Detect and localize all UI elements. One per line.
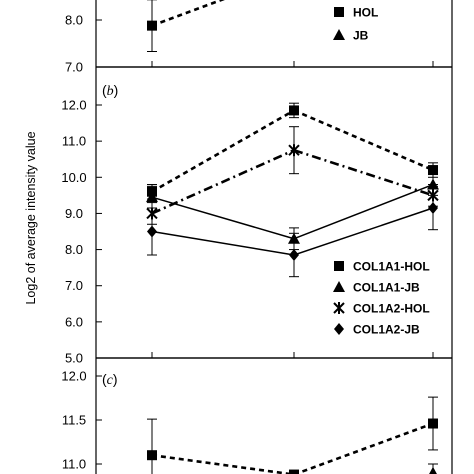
panel-b-series-1-point bbox=[288, 232, 300, 244]
panel-c-series-0-point bbox=[147, 450, 157, 461]
data-markers bbox=[146, 20, 439, 474]
panel-c-series-0-point bbox=[428, 418, 438, 429]
panel-b-label: (b) bbox=[102, 82, 118, 99]
panel-b-y-tick-label: 6.0 bbox=[65, 314, 83, 329]
legend-marker-hol bbox=[334, 7, 344, 17]
legend-marker-col1a2-hol bbox=[333, 302, 345, 314]
legend-marker-jb bbox=[333, 29, 345, 40]
panel-b-series-2-segment bbox=[293, 148, 434, 197]
tick-labels: 7.0 8.0 5.0 6.0 7.0 8.0 9.0 10.0 11.0 12.0 11.0 11.… bbox=[61, 13, 86, 472]
panel-b-y-tick-label: 12.0 bbox=[61, 98, 86, 113]
legend-marker-col1a1-jb bbox=[333, 281, 345, 292]
panel-b-series-0-point bbox=[289, 105, 299, 116]
legend-marker-col1a1-hol bbox=[334, 261, 344, 271]
panel-a-series-0-point bbox=[147, 20, 157, 31]
panel-c-series-0-point bbox=[289, 469, 299, 474]
legend-marker-col1a2-jb bbox=[334, 323, 344, 335]
panel-a-y-tick-label: 8.0 bbox=[65, 13, 83, 28]
panel-b-series-3-point bbox=[289, 248, 299, 261]
panel-b-series-3-point bbox=[147, 225, 157, 238]
series-lines bbox=[151, 0, 434, 474]
panel-b-y-tick-label: 11.0 bbox=[62, 134, 86, 149]
legend-label-col1a2-jb: COL1A2-JB bbox=[353, 323, 420, 337]
panel-b-series-1-point bbox=[427, 178, 439, 190]
panel-c-label: (c) bbox=[102, 371, 118, 388]
panel-b-y-tick-label: 7.0 bbox=[65, 278, 83, 293]
panel-b-series-2-segment bbox=[151, 148, 295, 215]
panel-a-y-tick-label: 7.0 bbox=[65, 60, 83, 75]
panel-c-series-0-segment bbox=[293, 422, 434, 474]
panel-c-y-tick-label: 12.0 bbox=[61, 369, 86, 384]
panel-b-series-2-point bbox=[288, 144, 300, 157]
panel-b-y-tick-label: 8.0 bbox=[65, 242, 83, 257]
panel-a-series-0-segment bbox=[151, 0, 225, 27]
panel-c-y-tick-label: 11.0 bbox=[62, 457, 86, 472]
panel-b-series-0-segment bbox=[151, 109, 295, 193]
panel-frames bbox=[95, 0, 453, 474]
legends: HOL JB COL1A1-HOL COL1A1-JB COL1A2-HOL COL1A2… bbox=[333, 6, 430, 337]
legend-label-col1a1-jb: COL1A1-JB bbox=[353, 281, 420, 295]
legend-label-col1a1-hol: COL1A1-HOL bbox=[353, 260, 430, 274]
legend-label-jb: JB bbox=[353, 29, 369, 43]
panel-b-series-1-segment bbox=[293, 183, 434, 240]
panel-b-series-0-point bbox=[428, 165, 438, 176]
panel-b-y-tick-label: 5.0 bbox=[65, 351, 83, 366]
panel-b-series-0-segment bbox=[293, 109, 434, 172]
legend-label-hol: HOL bbox=[353, 6, 378, 20]
panel-b-series-2-point bbox=[146, 207, 158, 220]
panel-b-series-2-point bbox=[427, 189, 439, 202]
legend-label-col1a2-hol: COL1A2-HOL bbox=[353, 302, 430, 316]
panel-b-series-3-segment bbox=[151, 230, 295, 256]
panel-b-series-3-segment bbox=[293, 207, 434, 256]
panel-b-y-tick-label: 10.0 bbox=[61, 170, 86, 185]
y-axis-label: Log2 of average intensity value bbox=[24, 131, 38, 304]
panel-b-series-1-point bbox=[146, 191, 158, 203]
panel-b-y-tick-label: 9.0 bbox=[65, 206, 83, 221]
panel-c-series-1-point bbox=[429, 466, 437, 474]
panel-c-y-tick-label: 11.5 bbox=[62, 413, 86, 428]
panel-b-series-3-point bbox=[428, 202, 438, 215]
panel-c-series-0-segment bbox=[151, 453, 295, 474]
